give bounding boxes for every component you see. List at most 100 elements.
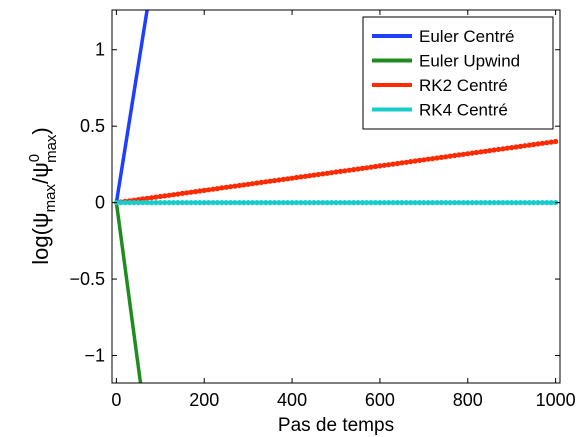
series-3-point — [452, 200, 458, 206]
series-3-point — [394, 200, 401, 206]
series-3-point — [315, 200, 321, 206]
series-2-point — [232, 183, 238, 189]
series-line-0 — [114, 10, 149, 203]
legend: Euler Centré Euler Upwind RK2 Centré RK4 Ce… — [362, 16, 554, 130]
series-2-point — [456, 152, 462, 158]
series-2-point — [500, 146, 506, 152]
x-tick-label: 800 — [453, 390, 483, 410]
series-2-point — [372, 163, 379, 170]
series-2-point — [368, 164, 374, 170]
legend-label-3: RK4 Centré — [419, 101, 508, 120]
series-3-point — [249, 200, 256, 206]
y-tick-label: −1 — [84, 345, 105, 365]
series-3-point — [263, 200, 269, 206]
series-line-1 — [114, 202, 143, 383]
series-2-point — [329, 170, 335, 176]
series-2-point — [342, 168, 348, 174]
series-3-point — [469, 200, 475, 206]
y-axis-label-part: log(ψ — [28, 212, 53, 264]
series-3-point — [245, 200, 251, 206]
series-3-point — [364, 200, 370, 206]
series-3-point — [473, 200, 480, 206]
x-tick-label: 600 — [365, 390, 395, 410]
series-2-point — [535, 141, 541, 147]
series-2-point — [210, 186, 216, 192]
series-2-point — [351, 167, 357, 173]
series-3-point — [298, 200, 304, 206]
series-2-point — [206, 187, 212, 193]
series-2-point — [258, 179, 264, 185]
series-3-point — [482, 200, 488, 206]
series-2-point — [355, 166, 361, 172]
series-3-point — [438, 200, 444, 206]
series-3-point — [495, 200, 502, 206]
series-2-point — [166, 192, 172, 198]
series-3-point — [280, 200, 286, 206]
series-2-point — [293, 174, 300, 181]
series-2-point — [487, 148, 493, 154]
series-3-point — [478, 200, 484, 206]
series-2-point — [460, 151, 466, 157]
series-2-point — [192, 189, 199, 195]
y-axis-label: log(ψmax/ψ0max) — [26, 127, 60, 265]
series-3-point — [276, 200, 282, 206]
series-3-point — [500, 200, 506, 206]
series-3-point — [219, 200, 225, 206]
axes-layer: 0 200 400 600 800 1000 −1 −0.5 0 0.5 1 — [69, 9, 576, 410]
series-3-point — [465, 200, 471, 206]
series-2-point — [249, 181, 256, 187]
series-2-point — [469, 150, 475, 156]
series-2-point — [465, 151, 471, 157]
series-2-point — [495, 146, 502, 152]
series-2-point — [188, 189, 194, 195]
series-2-point — [320, 171, 326, 177]
series-2-point — [403, 159, 409, 165]
series-2-point — [553, 138, 559, 145]
series-3-point — [228, 200, 234, 206]
series-2-point — [517, 143, 524, 149]
plot-frame — [111, 9, 561, 384]
series-3-point — [122, 200, 128, 206]
series-2-point — [390, 161, 396, 167]
series-3-point — [271, 200, 278, 206]
series-3-point — [408, 200, 414, 206]
series-2-point — [148, 195, 155, 201]
series-3-point — [324, 200, 330, 206]
series-3-point — [157, 200, 163, 206]
series-3-point — [381, 200, 387, 206]
series-3-point — [535, 200, 541, 206]
series-3-point — [372, 200, 379, 206]
series-3-point — [192, 200, 199, 206]
series-2-point — [153, 194, 159, 200]
series-2-point — [359, 165, 365, 171]
series-3-point — [206, 200, 212, 206]
series-3-point — [162, 200, 168, 206]
series-2-point — [302, 173, 308, 179]
series-3-point — [544, 200, 550, 206]
series-3-point — [416, 200, 423, 206]
series-2-point — [412, 158, 418, 164]
series-2-point — [162, 193, 168, 199]
x-tick-label: 1000 — [536, 390, 576, 410]
series-2-point — [478, 149, 484, 155]
series-3-point — [522, 200, 528, 206]
series-2-point — [544, 140, 550, 146]
series-2-point — [289, 175, 295, 181]
series-3-point — [267, 200, 273, 206]
series-2-point — [399, 160, 405, 166]
series-3-point — [135, 200, 141, 206]
series-3-point — [526, 200, 532, 206]
series-3-point — [232, 200, 238, 206]
x-tick-label: 0 — [111, 390, 121, 410]
series-2-point — [170, 192, 177, 198]
series-3-point — [311, 200, 317, 206]
y-tick-label: −0.5 — [69, 269, 105, 289]
series-2-point — [280, 176, 286, 182]
series-2-point — [333, 169, 339, 175]
series-3-point — [434, 200, 440, 206]
series-3-point — [320, 200, 326, 206]
series-2-point — [197, 188, 203, 194]
series-3-point — [254, 200, 260, 206]
y-axis-label-part: /ψ — [28, 162, 53, 184]
series-2-point — [254, 180, 260, 186]
